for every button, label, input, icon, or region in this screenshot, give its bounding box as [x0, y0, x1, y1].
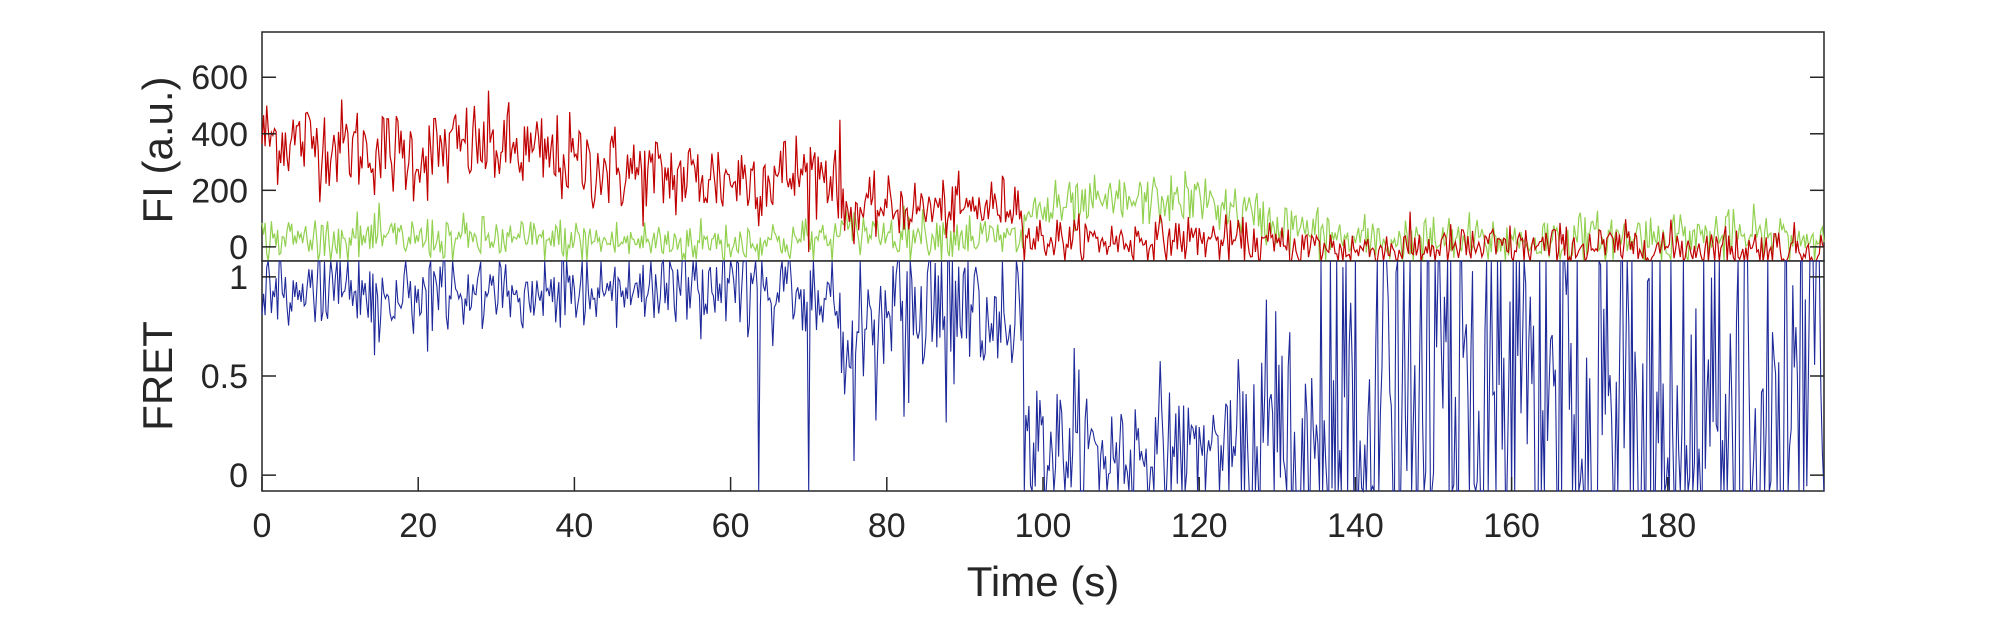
- fret-panel: 00.51 0 20 40 60 80 100 120 140 160 180 FRET Time…: [134, 258, 1825, 605]
- xtick-label: 100: [1015, 507, 1072, 545]
- top-ytick-label: 600: [191, 59, 248, 97]
- top-ytick-label: 200: [191, 172, 248, 210]
- bottom-ytick-label: 1: [229, 259, 248, 297]
- top-ylabel: FI (a.u.): [134, 76, 181, 223]
- bottom-xlabel: Time (s): [967, 558, 1119, 605]
- bottom-y-ticks: 00.51: [201, 259, 1824, 495]
- xtick-label: 160: [1483, 507, 1540, 545]
- xtick-label: 140: [1327, 507, 1384, 545]
- acceptor-trace: [261, 90, 1825, 264]
- xtick-label: 80: [868, 507, 906, 545]
- top-y-ticks: 0 200 400 600: [191, 59, 1824, 267]
- bottom-ytick-label: 0.5: [201, 358, 248, 396]
- fret-traces: [261, 258, 1825, 493]
- xtick-label: 180: [1639, 507, 1696, 545]
- xtick-label: 120: [1171, 507, 1228, 545]
- xtick-label: 0: [253, 507, 272, 545]
- bottom-ylabel: FRET: [134, 321, 181, 431]
- xtick-label: 40: [555, 507, 593, 545]
- xtick-label: 20: [399, 507, 437, 545]
- fret-trace: [261, 258, 1825, 493]
- xtick-label: 60: [712, 507, 750, 545]
- fluorescence-traces: [261, 90, 1825, 264]
- bottom-axes-box: [261, 260, 1825, 492]
- bottom-ytick-label: 0: [229, 457, 248, 495]
- bottom-x-ticks: 0 20 40 60 80 100 120 140 160 180: [253, 477, 1696, 545]
- top-ytick-label: 0: [229, 229, 248, 267]
- top-ytick-label: 400: [191, 116, 248, 154]
- fluorescence-panel: 0 200 400 600 FI (a.u.): [134, 31, 1825, 267]
